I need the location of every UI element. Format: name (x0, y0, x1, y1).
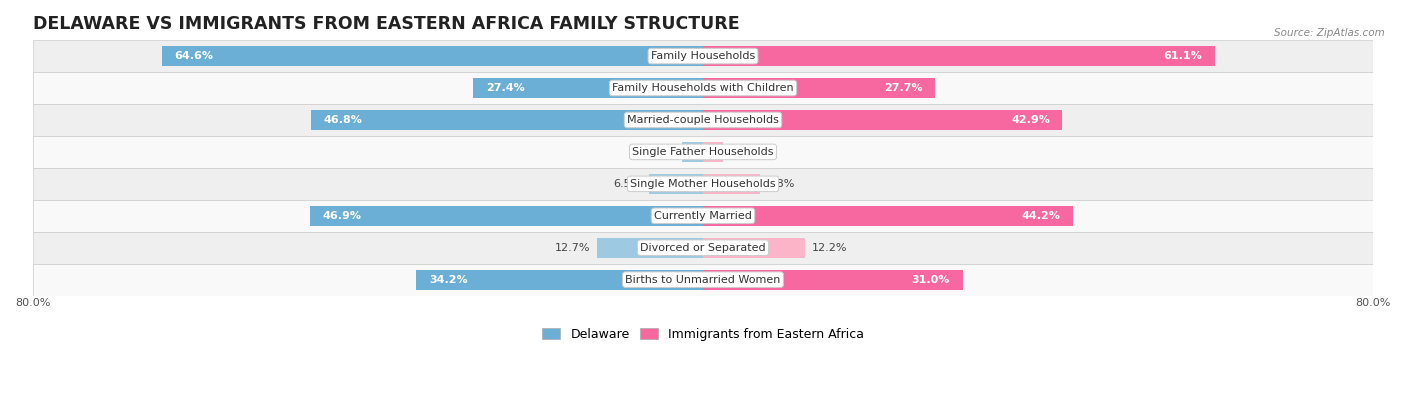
Text: 46.8%: 46.8% (323, 115, 363, 125)
Bar (416, 270, 703, 290)
Bar (162, 46, 703, 66)
Bar (682, 142, 703, 162)
Text: 34.2%: 34.2% (429, 275, 468, 285)
Bar (648, 174, 703, 194)
Text: Births to Unmarried Women: Births to Unmarried Women (626, 275, 780, 285)
Bar (32, 104, 1374, 136)
Bar (703, 238, 806, 258)
Text: Source: ZipAtlas.com: Source: ZipAtlas.com (1274, 28, 1385, 38)
Legend: Delaware, Immigrants from Eastern Africa: Delaware, Immigrants from Eastern Africa (537, 323, 869, 346)
Text: Single Father Households: Single Father Households (633, 147, 773, 157)
Bar (32, 232, 1374, 264)
Text: 31.0%: 31.0% (912, 275, 950, 285)
Bar (474, 78, 703, 98)
Bar (311, 206, 703, 226)
Bar (703, 46, 1215, 66)
Bar (32, 136, 1374, 168)
Text: 27.4%: 27.4% (486, 83, 524, 93)
Bar (32, 72, 1374, 104)
Text: 61.1%: 61.1% (1164, 51, 1202, 61)
Bar (32, 40, 1374, 72)
Bar (703, 78, 935, 98)
Text: 6.8%: 6.8% (766, 179, 794, 189)
Text: 6.5%: 6.5% (613, 179, 641, 189)
Bar (32, 200, 1374, 232)
Text: Currently Married: Currently Married (654, 211, 752, 221)
Text: DELAWARE VS IMMIGRANTS FROM EASTERN AFRICA FAMILY STRUCTURE: DELAWARE VS IMMIGRANTS FROM EASTERN AFRI… (32, 15, 740, 33)
Text: 12.7%: 12.7% (554, 243, 591, 253)
Text: 2.4%: 2.4% (730, 147, 758, 157)
Text: 27.7%: 27.7% (884, 83, 922, 93)
Bar (703, 142, 723, 162)
Text: 46.9%: 46.9% (322, 211, 361, 221)
Text: Married-couple Households: Married-couple Households (627, 115, 779, 125)
Text: Family Households with Children: Family Households with Children (612, 83, 794, 93)
Bar (32, 168, 1374, 200)
Bar (596, 238, 703, 258)
Bar (703, 270, 963, 290)
Text: 2.5%: 2.5% (647, 147, 675, 157)
Text: Divorced or Separated: Divorced or Separated (640, 243, 766, 253)
Text: 12.2%: 12.2% (811, 243, 848, 253)
Bar (32, 264, 1374, 295)
Bar (703, 110, 1063, 130)
Bar (703, 206, 1073, 226)
Bar (703, 174, 761, 194)
Bar (311, 110, 703, 130)
Text: Family Households: Family Households (651, 51, 755, 61)
Text: 42.9%: 42.9% (1011, 115, 1050, 125)
Text: Single Mother Households: Single Mother Households (630, 179, 776, 189)
Text: 64.6%: 64.6% (174, 51, 214, 61)
Text: 44.2%: 44.2% (1022, 211, 1060, 221)
